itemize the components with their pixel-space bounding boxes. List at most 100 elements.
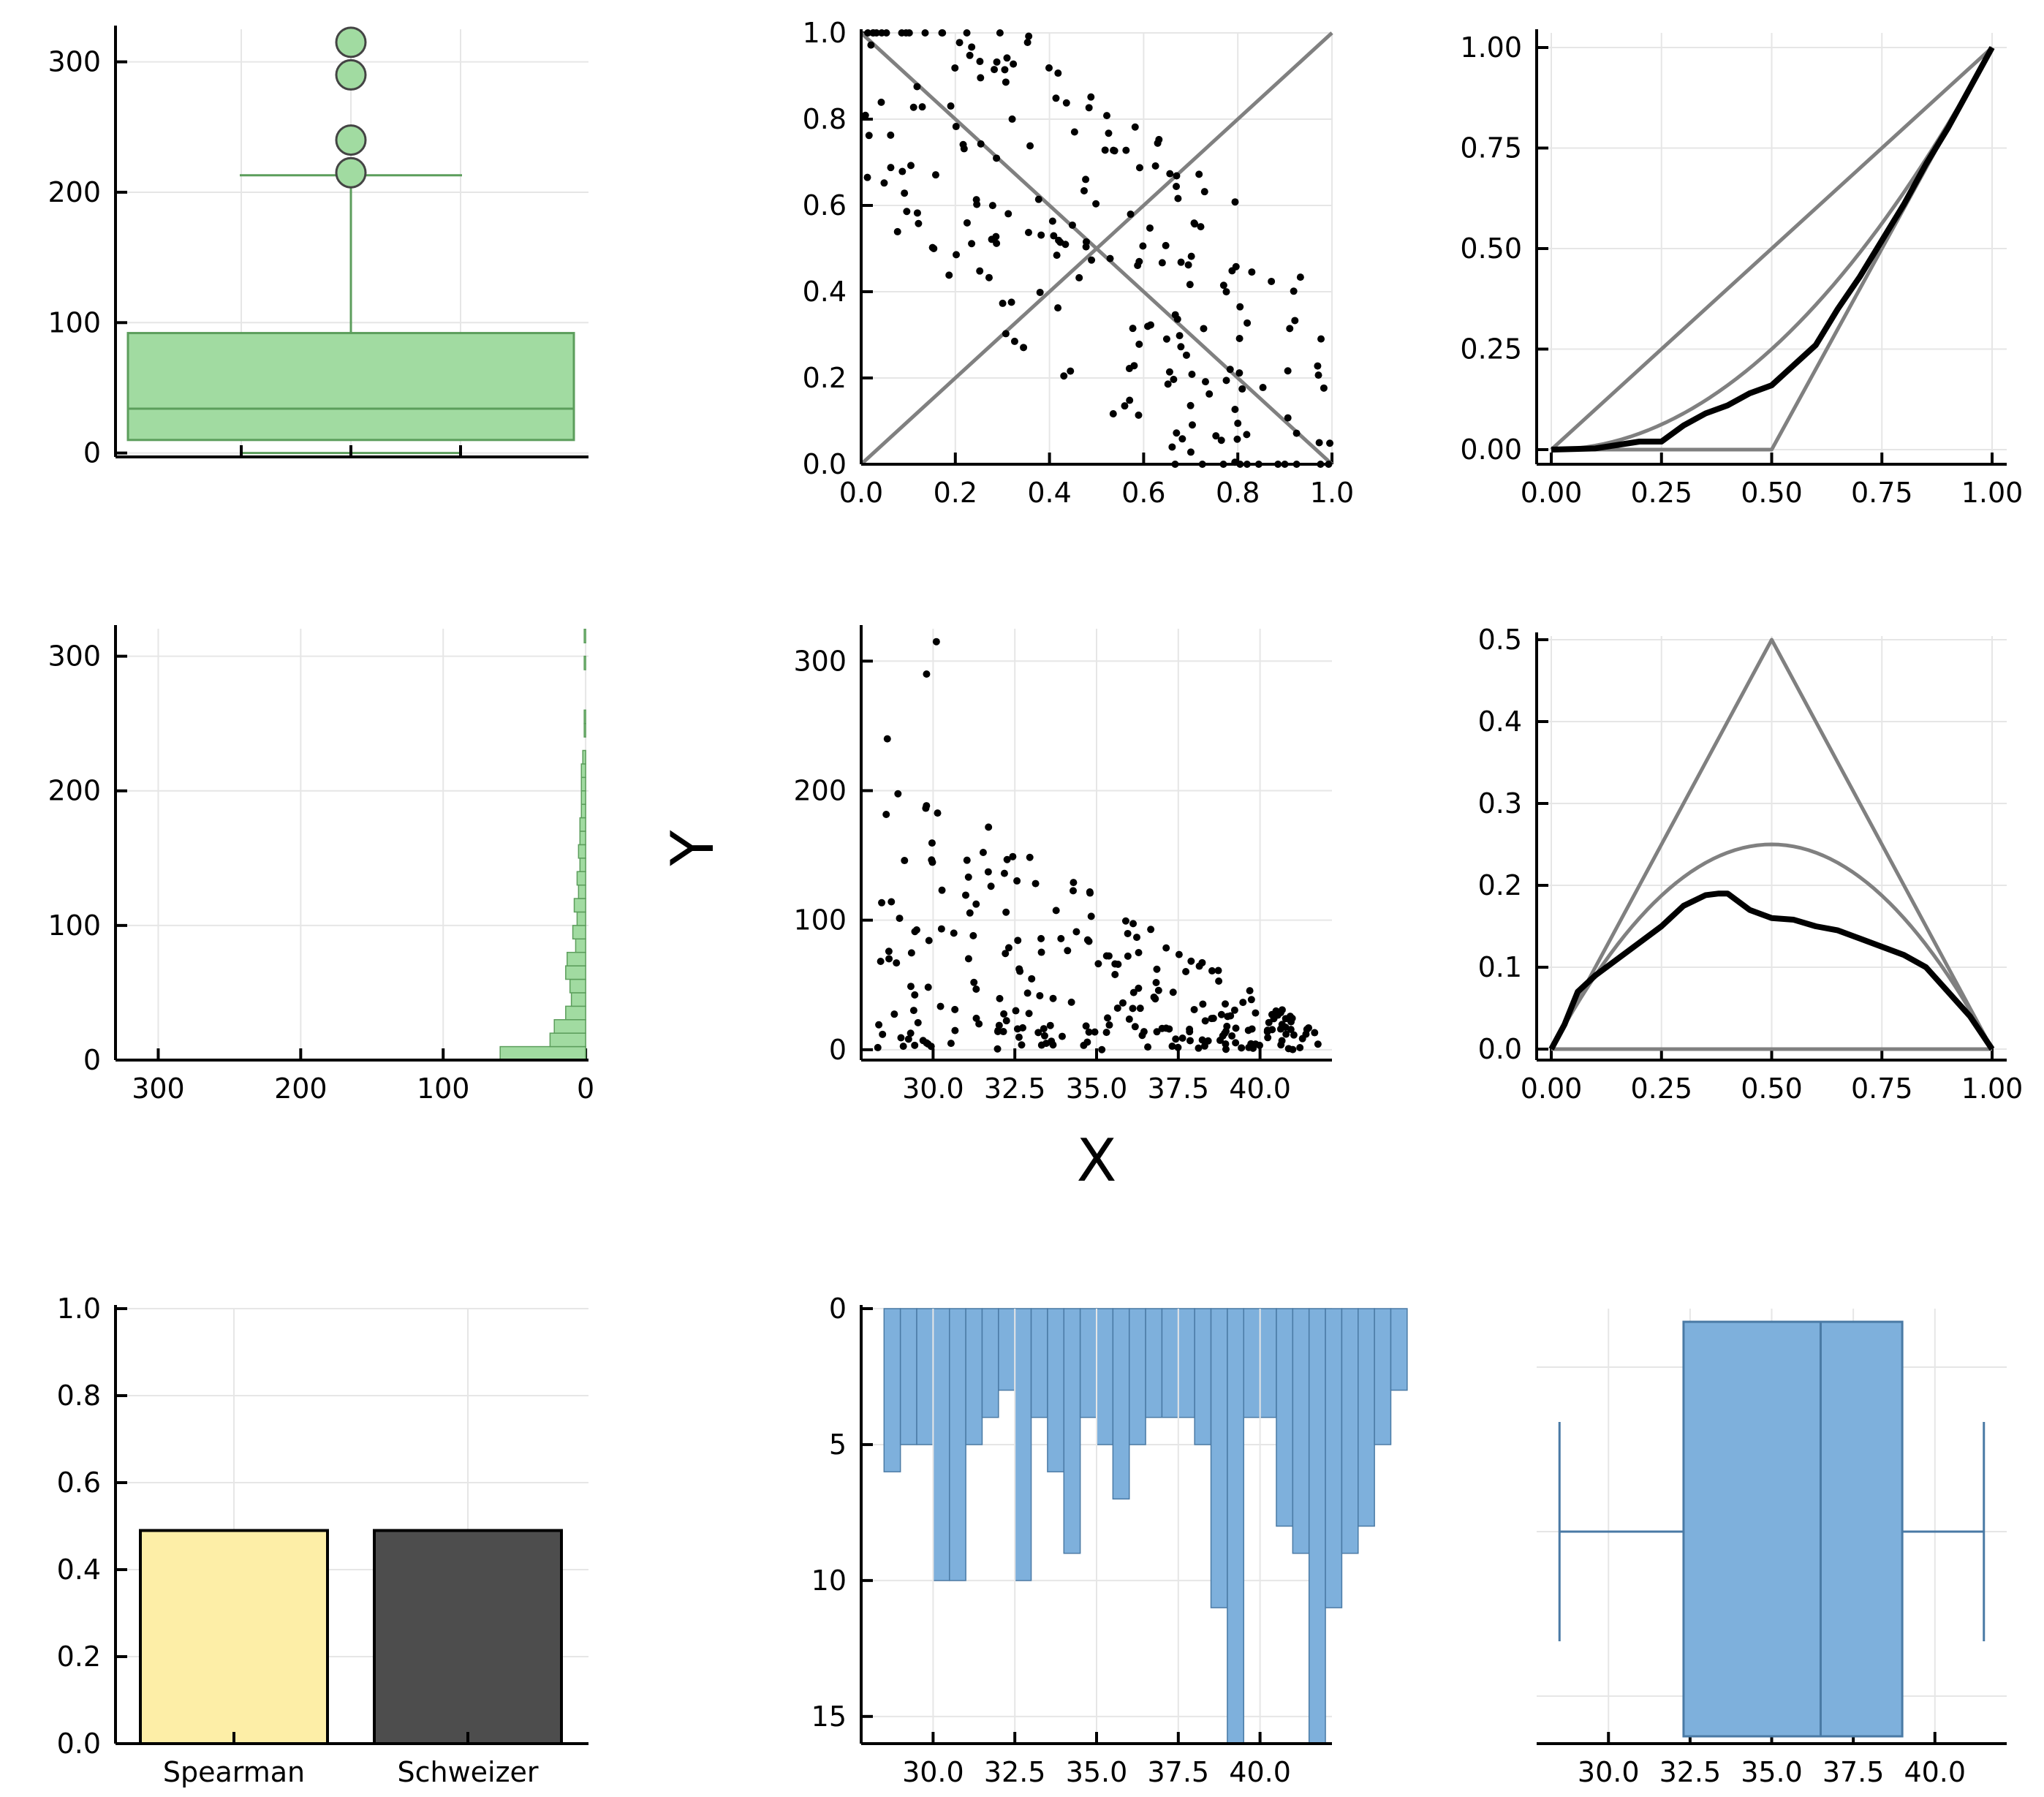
data-point	[1124, 952, 1132, 960]
histogram-bar	[1030, 1308, 1048, 1418]
data-point	[1226, 366, 1234, 374]
data-point	[1199, 1000, 1207, 1008]
data-point	[1232, 1024, 1240, 1032]
data-point	[1121, 917, 1129, 925]
data-point	[894, 790, 902, 798]
x-tick-label: 0.8	[1216, 477, 1260, 509]
data-point	[1026, 853, 1034, 861]
histogram-bar	[1112, 1308, 1130, 1500]
histogram-bar	[1178, 1308, 1195, 1418]
data-point	[1025, 32, 1033, 40]
data-point	[1008, 115, 1016, 123]
x-tick-label: Spearman	[163, 1756, 305, 1788]
data-point	[984, 868, 992, 876]
data-point	[1228, 1032, 1236, 1040]
data-point	[901, 189, 909, 197]
data-point	[1082, 238, 1090, 246]
histogram-bar	[580, 803, 586, 819]
x-tick-label: 32.5	[984, 1072, 1046, 1105]
data-point	[863, 173, 871, 181]
y-tick-label: 300	[793, 645, 847, 677]
data-point	[1002, 1017, 1010, 1025]
box-iqr	[126, 332, 575, 442]
data-point	[907, 162, 915, 170]
data-point	[1238, 1044, 1246, 1052]
y-tick-label: 0.2	[57, 1641, 101, 1673]
data-point	[1277, 1041, 1285, 1049]
histogram-bar	[1259, 1308, 1277, 1418]
x-tick-label: 40.0	[1229, 1072, 1291, 1105]
data-point	[1200, 1042, 1208, 1050]
data-point	[977, 140, 985, 148]
data-point	[932, 638, 940, 646]
data-point	[911, 1041, 919, 1049]
data-point	[909, 103, 917, 111]
x-tick-label: 0.75	[1851, 1072, 1913, 1105]
data-point	[1050, 232, 1058, 240]
histogram-bar	[998, 1308, 1015, 1391]
data-point	[1208, 966, 1216, 975]
data-point	[1187, 252, 1195, 260]
data-point	[1105, 129, 1113, 137]
histogram-bar	[583, 629, 586, 643]
data-point	[1231, 405, 1239, 413]
data-point	[1091, 1028, 1099, 1036]
data-point	[1177, 343, 1185, 351]
data-point	[1290, 287, 1298, 295]
histogram-bar	[1161, 1308, 1179, 1418]
y-tick-label: 15	[811, 1700, 847, 1733]
y-boxplot-panel: 0 100 200 300	[48, 26, 588, 469]
reference-curve-tent	[1549, 638, 1994, 1051]
data-point	[1244, 319, 1252, 327]
y-tick-label: 200	[793, 774, 847, 806]
data-point	[1233, 435, 1241, 443]
histogram-bar	[899, 1308, 917, 1445]
data-point	[977, 74, 985, 82]
histogram-bar	[1390, 1308, 1408, 1391]
data-point	[1056, 238, 1064, 246]
y-tick-label: 0.4	[1478, 705, 1522, 738]
y-tick-label: 0.4	[57, 1554, 101, 1586]
data-point	[1284, 367, 1292, 375]
y-tick-label: 0.0	[803, 448, 847, 480]
data-point	[1002, 78, 1010, 86]
data-point	[1010, 60, 1018, 68]
data-point	[898, 167, 906, 175]
data-point	[1236, 303, 1244, 311]
histogram-bar	[1308, 1308, 1326, 1744]
data-point	[969, 931, 977, 939]
x-tick-label: 35.0	[1066, 1072, 1128, 1105]
y-tick-label: 0.0	[57, 1728, 101, 1760]
data-point	[1118, 999, 1127, 1007]
data-point	[1182, 351, 1190, 359]
x-tick-label: 1.00	[1961, 477, 2024, 509]
y-tick-label: 0	[829, 1293, 847, 1325]
data-point	[1023, 38, 1032, 46]
x-histogram-panel: 0 5 10 15 30.0 32.5 35.0 37.5 40.0	[811, 1293, 1408, 1788]
data-point	[1114, 960, 1122, 968]
histogram-bar	[1358, 1308, 1375, 1527]
data-point	[1173, 182, 1181, 190]
x-tick-label: 0.50	[1741, 1072, 1803, 1105]
y-tick-label: 1.0	[803, 17, 847, 49]
data-point	[959, 140, 967, 148]
data-point	[993, 1028, 1002, 1036]
data-point	[1049, 994, 1057, 1002]
data-point	[1158, 259, 1166, 267]
data-point	[1139, 242, 1147, 250]
data-point	[1232, 1039, 1240, 1047]
data-point	[882, 29, 890, 37]
data-point	[1131, 123, 1139, 131]
x-tick-label: 0.6	[1121, 477, 1165, 509]
data-point	[1205, 390, 1214, 398]
data-point	[1296, 273, 1304, 281]
data-point	[1201, 378, 1209, 386]
data-point	[1188, 421, 1196, 429]
data-point	[1284, 414, 1292, 422]
data-point	[1052, 94, 1060, 102]
data-point	[1009, 852, 1017, 860]
histogram-bar	[949, 1308, 966, 1581]
x-tick-label: 0.25	[1630, 1072, 1692, 1105]
data-point	[1125, 365, 1133, 373]
y-tick-label: 0.00	[1460, 434, 1522, 466]
